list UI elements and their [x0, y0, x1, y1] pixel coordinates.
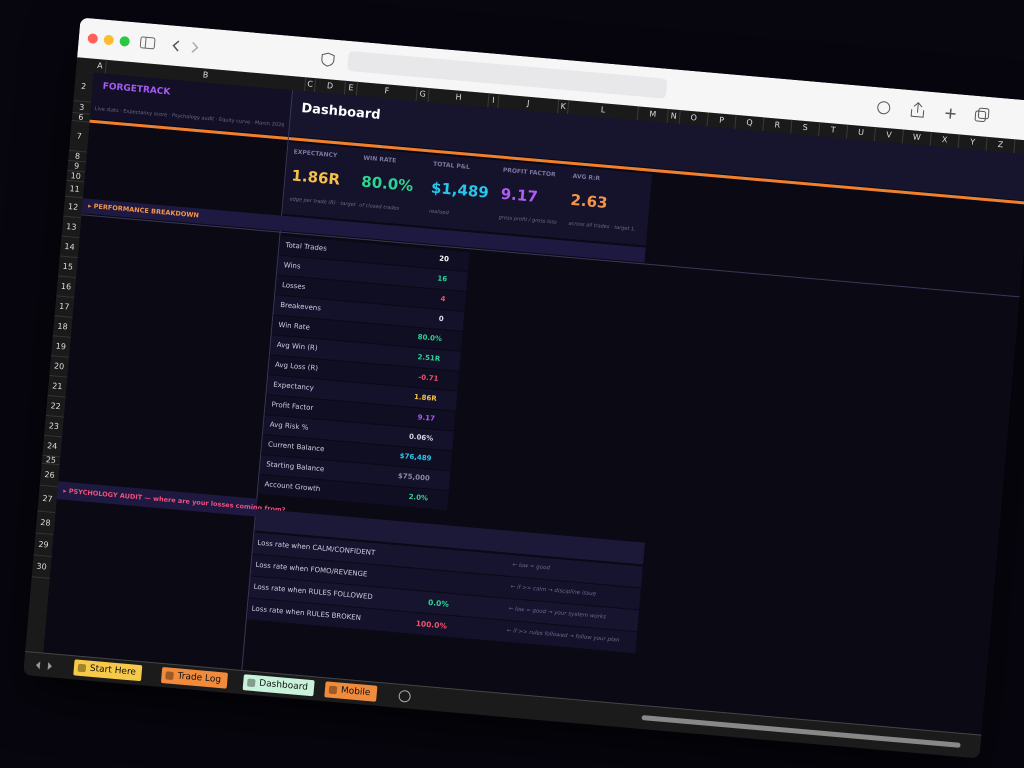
row-header: 16 [56, 276, 76, 298]
minimize-button[interactable] [103, 34, 114, 46]
row-header: 12 [63, 196, 83, 219]
row-header: 11 [64, 180, 85, 199]
row-header: 29 [33, 533, 54, 557]
privacy-icon [321, 52, 335, 67]
row-header: 23 [43, 415, 64, 438]
tab-icon [77, 663, 87, 673]
tab-scroll-right[interactable] [47, 662, 57, 671]
sidebar-divider [144, 37, 147, 49]
new-tab-button[interactable] [945, 108, 956, 119]
row-header: 18 [52, 316, 73, 338]
sheet: FORGETRACK Live stats · Expectancy score … [43, 72, 1024, 735]
row-header: 27 [37, 485, 58, 514]
back-button[interactable] [172, 40, 180, 52]
tab-overview-back [977, 107, 990, 120]
sheet-tab[interactable]: Dashboard [242, 674, 315, 697]
row-header: 14 [59, 236, 80, 259]
metric-label: Wins [283, 261, 301, 271]
tab-icon [328, 685, 338, 695]
row-header: 19 [50, 336, 71, 358]
sheet-tab[interactable]: Mobile [324, 681, 377, 702]
tab-overview-button[interactable] [974, 110, 987, 122]
forward-button[interactable] [191, 41, 199, 53]
row-header: 13 [61, 216, 82, 239]
close-button[interactable] [87, 33, 98, 44]
tab-scroll-left[interactable] [31, 660, 41, 670]
row-header: 17 [54, 296, 75, 318]
row-header: 24 [42, 435, 62, 458]
tab-icon [246, 678, 256, 688]
row-header: 22 [45, 395, 66, 418]
browser-toolbar [77, 17, 1024, 142]
downloads-button[interactable] [877, 101, 891, 115]
zoom-button[interactable] [119, 36, 130, 47]
add-sheet-button[interactable] [398, 689, 412, 703]
sheet-tab[interactable]: Start Here [73, 659, 143, 682]
row-header: 20 [49, 356, 69, 378]
tab-icon [165, 671, 174, 681]
kpi-value: 9.17 [500, 184, 539, 206]
share-button[interactable] [910, 102, 925, 118]
row-header: 15 [57, 256, 78, 279]
row-header: 21 [47, 376, 68, 398]
row-header: 26 [39, 463, 60, 488]
row-header: 28 [35, 511, 56, 536]
row-header: 30 [31, 555, 52, 579]
sheet-tab[interactable]: Trade Log [160, 667, 228, 689]
kpi-value: 2.63 [569, 190, 609, 213]
sidebar-button[interactable] [139, 36, 156, 50]
